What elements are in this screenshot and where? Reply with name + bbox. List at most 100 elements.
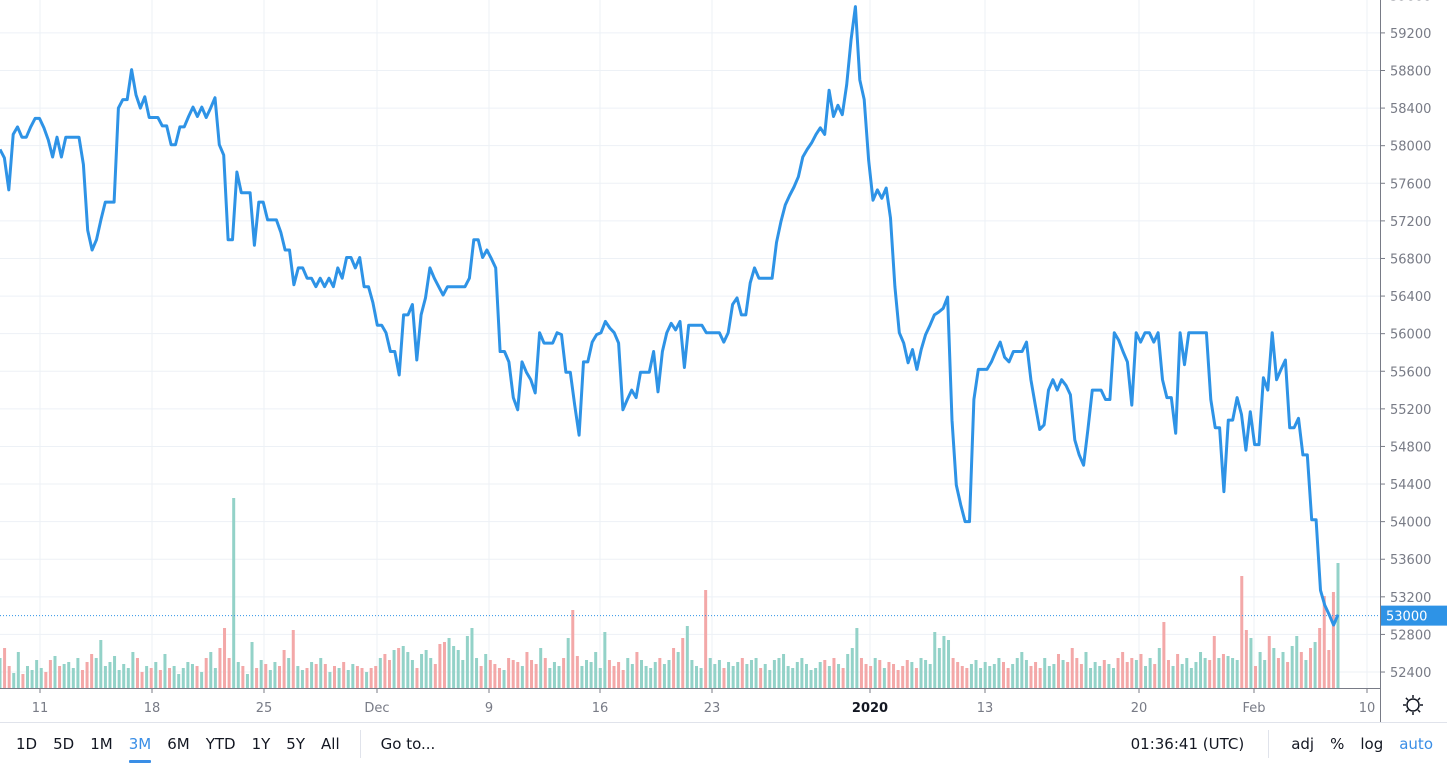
volume-bar: [337, 668, 341, 688]
volume-bar: [1134, 660, 1138, 688]
volume-bar: [511, 660, 515, 688]
volume-bar: [1189, 668, 1193, 688]
y-tick-label: 53600: [1390, 553, 1431, 568]
volume-bar: [905, 660, 909, 688]
clock-timezone[interactable]: 01:36:41 (UTC): [1130, 735, 1245, 753]
range-all[interactable]: All: [321, 735, 340, 753]
volume-bar: [1336, 563, 1340, 688]
volume-bar: [612, 666, 616, 688]
volume-bar: [1006, 668, 1010, 688]
volume-bar: [685, 626, 689, 688]
volume-bar: [236, 662, 240, 688]
volume-bar: [30, 670, 34, 688]
volume-bar: [763, 664, 767, 688]
volume-bar: [1084, 652, 1088, 688]
volume-bar: [1221, 654, 1225, 688]
y-tick-label: 57600: [1390, 177, 1431, 192]
volume-bar: [378, 658, 382, 688]
range-6m[interactable]: 6M: [167, 735, 190, 753]
y-tick-label: 52400: [1390, 666, 1431, 681]
volume-bar: [305, 668, 309, 688]
volume-bar: [722, 668, 726, 688]
volume-bar: [177, 674, 181, 688]
volume-bar: [530, 660, 534, 688]
volume-bar: [1276, 658, 1280, 688]
y-tick-label: 59200: [1390, 27, 1431, 42]
volume-bar: [1258, 652, 1262, 688]
volume-bar: [580, 666, 584, 688]
volume-bar: [218, 648, 222, 688]
volume-bar: [35, 660, 39, 688]
y-tick-label: 58800: [1390, 64, 1431, 79]
volume-bar: [442, 642, 446, 688]
range-1y[interactable]: 1Y: [251, 735, 271, 753]
volume-bar: [585, 660, 589, 688]
y-tick-label: 55600: [1390, 365, 1431, 380]
range-1m[interactable]: 1M: [90, 735, 113, 753]
volume-bar: [264, 664, 268, 688]
volume-bar: [392, 650, 396, 688]
volume-bar: [488, 660, 492, 688]
range-ytd[interactable]: YTD: [205, 735, 236, 753]
volume-bar: [717, 660, 721, 688]
volume-bar: [374, 666, 378, 688]
volume-bar: [1153, 664, 1157, 688]
volume-bar: [3, 648, 7, 688]
volume-bar: [603, 632, 607, 688]
log-toggle[interactable]: log: [1360, 735, 1384, 753]
y-tick-label: 59600: [1390, 0, 1431, 4]
x-tick-label: 13: [977, 701, 994, 716]
volume-bar: [933, 632, 937, 688]
volume-bar: [1029, 666, 1033, 688]
gear-icon[interactable]: [1403, 695, 1423, 715]
y-tick-label: 54000: [1390, 516, 1431, 531]
volume-bar: [186, 662, 190, 688]
bottom-toolbar: 1D 5D 1M 3M 6M YTD 1Y 5Y All Go to... 01…: [0, 722, 1447, 765]
volume-bar: [594, 652, 598, 688]
range-5d[interactable]: 5D: [53, 735, 75, 753]
volume-bar: [465, 636, 469, 688]
x-tick-label: 10: [1359, 701, 1376, 716]
x-tick-label: 9: [485, 701, 493, 716]
volume-bar: [910, 662, 914, 688]
volume-bar: [997, 658, 1001, 688]
volume-bar: [1079, 664, 1083, 688]
volume-bar: [942, 636, 946, 688]
volume-bar: [988, 666, 992, 688]
volume-bar: [333, 666, 336, 688]
volume-bar: [1015, 658, 1019, 688]
y-tick-label: 53200: [1390, 591, 1431, 606]
auto-toggle[interactable]: auto: [1399, 735, 1433, 753]
volume-bar: [0, 658, 2, 688]
volume-bar: [520, 666, 524, 688]
volume-bar: [1295, 636, 1299, 688]
price-chart[interactable]: 52400 52800 53200 53600 54000 54400 54800 55200…: [0, 0, 1447, 722]
volume-bar: [1180, 664, 1184, 688]
range-5y[interactable]: 5Y: [286, 735, 306, 753]
volume-bar: [1130, 658, 1134, 688]
volume-bar: [956, 662, 960, 688]
volume-bar: [1157, 648, 1161, 688]
volume-bar: [415, 668, 419, 688]
volume-bar: [786, 666, 790, 688]
volume-bar: [777, 658, 781, 688]
volume-bar: [1244, 630, 1248, 688]
percent-toggle[interactable]: %: [1330, 735, 1345, 753]
volume-bar: [653, 662, 657, 688]
go-to-button[interactable]: Go to...: [380, 735, 436, 753]
volume-bar: [195, 666, 199, 688]
volume-bar: [204, 658, 208, 688]
volume-bar: [507, 658, 511, 688]
volume-bar: [873, 658, 877, 688]
range-3m[interactable]: 3M: [121, 723, 160, 765]
adj-toggle[interactable]: adj: [1291, 735, 1315, 753]
volume-bar: [1102, 660, 1106, 688]
volume-bar: [621, 670, 625, 688]
volume-bar: [181, 668, 185, 688]
y-tick-label: 52800: [1390, 628, 1431, 643]
volume-bar: [901, 666, 905, 688]
volume-bar: [525, 652, 529, 688]
volume-bar: [410, 660, 414, 688]
volume-bar: [1304, 660, 1308, 688]
range-1d[interactable]: 1D: [16, 735, 38, 753]
